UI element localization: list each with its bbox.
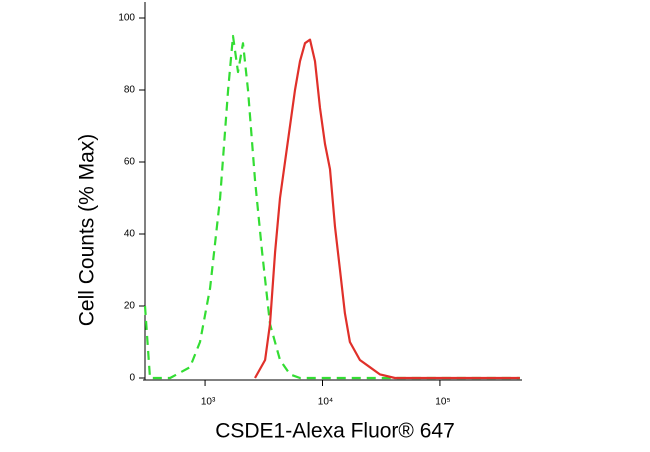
y-tick-label: 100	[118, 13, 135, 24]
y-tick-label: 60	[124, 157, 136, 168]
x-axis-label: CSDE1-Alexa Fluor® 647	[215, 420, 455, 443]
y-tick-label: 40	[124, 229, 136, 240]
x-tick-label: 10⁴	[318, 397, 333, 408]
y-axis-label: Cell Counts (% Max)	[76, 134, 99, 327]
series-line	[254, 38, 520, 380]
y-tick-label: 20	[124, 301, 136, 312]
y-tick-label: 0	[129, 373, 135, 384]
x-tick-label: 10⁵	[435, 397, 450, 408]
y-tick-label: 80	[124, 85, 136, 96]
series-line	[143, 34, 520, 380]
x-tick-label: 10³	[201, 397, 216, 408]
